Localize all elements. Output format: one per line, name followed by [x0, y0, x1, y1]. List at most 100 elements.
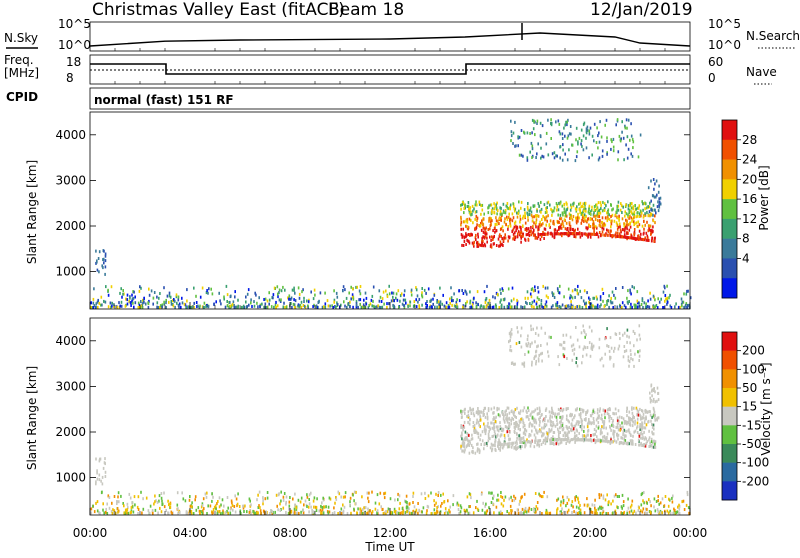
scatter-point: [533, 420, 536, 424]
scatter-point: [530, 233, 532, 237]
scatter-point: [582, 437, 584, 441]
scatter-point: [104, 300, 107, 304]
scatter-point: [601, 233, 603, 237]
scatter-point: [105, 507, 107, 511]
scatter-point: [633, 303, 636, 307]
scatter-point: [523, 208, 526, 212]
scatter-point: [656, 306, 659, 309]
scatter-point: [595, 305, 597, 309]
scatter-point: [544, 436, 547, 440]
scatter-point: [579, 408, 582, 412]
scatter-point: [622, 512, 625, 515]
scatter-point: [175, 295, 178, 299]
scatter-point: [461, 410, 464, 413]
scatter-point: [452, 503, 454, 507]
scatter-point: [574, 414, 576, 418]
scatter-point: [576, 150, 579, 154]
scatter-point: [278, 492, 280, 496]
scatter-point: [550, 420, 553, 424]
scatter-point: [383, 496, 386, 500]
scatter-point: [540, 430, 542, 434]
scatter-point: [389, 512, 392, 515]
scatter-point: [591, 304, 593, 308]
scatter-point: [588, 421, 591, 425]
scatter-point: [389, 497, 392, 501]
scatter-point: [534, 285, 536, 289]
scatter-point: [376, 509, 379, 513]
scatter-point: [535, 221, 537, 224]
scatter-point: [279, 502, 281, 506]
scatter-point: [629, 222, 631, 226]
scatter-point: [652, 203, 655, 207]
scatter-point: [638, 229, 641, 233]
scatter-point: [473, 429, 475, 433]
scatter-point: [374, 507, 377, 511]
scatter-point: [275, 493, 278, 497]
scatter-point: [577, 219, 579, 223]
scatter-point: [548, 428, 550, 432]
scatter-point: [96, 500, 99, 504]
scatter-point: [624, 126, 627, 130]
scatter-point: [501, 242, 503, 246]
scatter-point: [495, 291, 498, 295]
scatter-point: [644, 305, 647, 309]
scatter-point: [346, 512, 349, 515]
scatter-point: [229, 511, 232, 515]
scatter-point: [477, 442, 479, 446]
scatter-point: [577, 511, 580, 515]
scatter-point: [633, 416, 635, 419]
scatter-point: [509, 305, 512, 309]
scatter-point: [607, 200, 609, 204]
scatter-point: [476, 244, 478, 248]
scatter-point: [461, 415, 463, 419]
scatter-point: [324, 305, 327, 309]
scatter-point: [521, 445, 523, 448]
scatter-point: [610, 147, 612, 151]
scatter-point: [621, 301, 624, 305]
scatter-point: [534, 436, 537, 440]
scatter-point: [484, 504, 486, 508]
scatter-point: [637, 413, 640, 417]
scatter-point: [633, 210, 636, 214]
scatter-point: [632, 140, 635, 144]
scatter-point: [352, 287, 354, 291]
scatter-point: [487, 435, 490, 439]
scatter-point: [507, 442, 509, 446]
scatter-point: [610, 229, 612, 233]
scatter-point: [489, 446, 492, 450]
scatter-point: [543, 216, 546, 220]
scatter-point: [652, 406, 655, 410]
scatter-point: [276, 304, 279, 308]
scatter-point: [589, 232, 592, 236]
scatter-point: [472, 446, 474, 450]
scatter-point: [504, 236, 507, 240]
scatter-point: [584, 346, 587, 350]
scatter-point: [519, 445, 521, 449]
scatter-point: [633, 232, 635, 236]
scatter-point: [627, 231, 629, 235]
scatter-point: [638, 215, 641, 218]
scatter-point: [612, 499, 614, 503]
scatter-point: [654, 509, 657, 513]
ytick-label: 4000: [55, 128, 86, 142]
scatter-point: [657, 200, 659, 204]
scatter-point: [214, 504, 217, 508]
scatter-point: [628, 410, 631, 414]
scatter-point: [643, 227, 645, 231]
scatter-point: [553, 151, 556, 155]
scatter-point: [421, 303, 423, 307]
scatter-point: [664, 299, 666, 303]
scatter-point: [159, 292, 161, 295]
colorbar-cell: [722, 332, 737, 351]
scatter-point: [640, 493, 643, 497]
scatter-point: [321, 501, 323, 505]
scatter-point: [519, 220, 521, 224]
scatter-point: [390, 299, 393, 303]
scatter-point: [588, 224, 591, 228]
scatter-point: [406, 503, 408, 507]
scatter-point: [562, 498, 565, 502]
scatter-point: [613, 494, 616, 498]
scatter-point: [105, 285, 107, 289]
scatter-point: [520, 236, 522, 240]
scatter-point: [132, 296, 135, 300]
